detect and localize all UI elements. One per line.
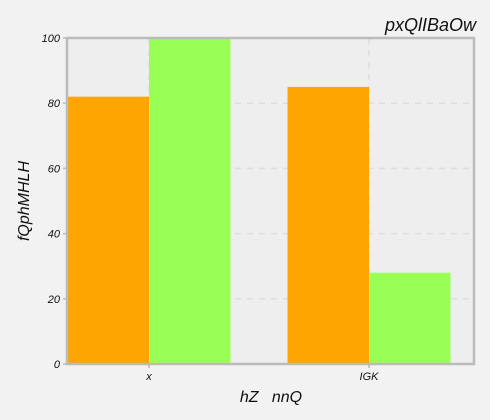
bar (149, 38, 231, 364)
x-axis-ticks: x IGK (145, 364, 379, 383)
y-tick-label: 100 (42, 33, 61, 45)
y-tick-label: 40 (48, 229, 61, 241)
y-tick-label: 80 (48, 98, 61, 110)
plot-frame (65, 36, 476, 366)
x-tick-label: x (145, 371, 152, 383)
y-tick-label: 0 (54, 359, 61, 371)
bars-group (67, 38, 451, 365)
x-tick-label: IGK (360, 371, 380, 383)
y-axis-label: fQphMHLH (16, 161, 33, 241)
chart-title: pxQlIBaOw (384, 15, 477, 35)
bar (369, 272, 451, 364)
x-axis-label: hZ nnQ (240, 389, 302, 406)
y-tick-label: 20 (47, 294, 61, 306)
y-tick-label: 60 (48, 163, 61, 175)
bar (67, 96, 149, 365)
y-axis-ticks: 0 20 40 60 80 100 (42, 33, 67, 371)
bar (287, 86, 369, 365)
